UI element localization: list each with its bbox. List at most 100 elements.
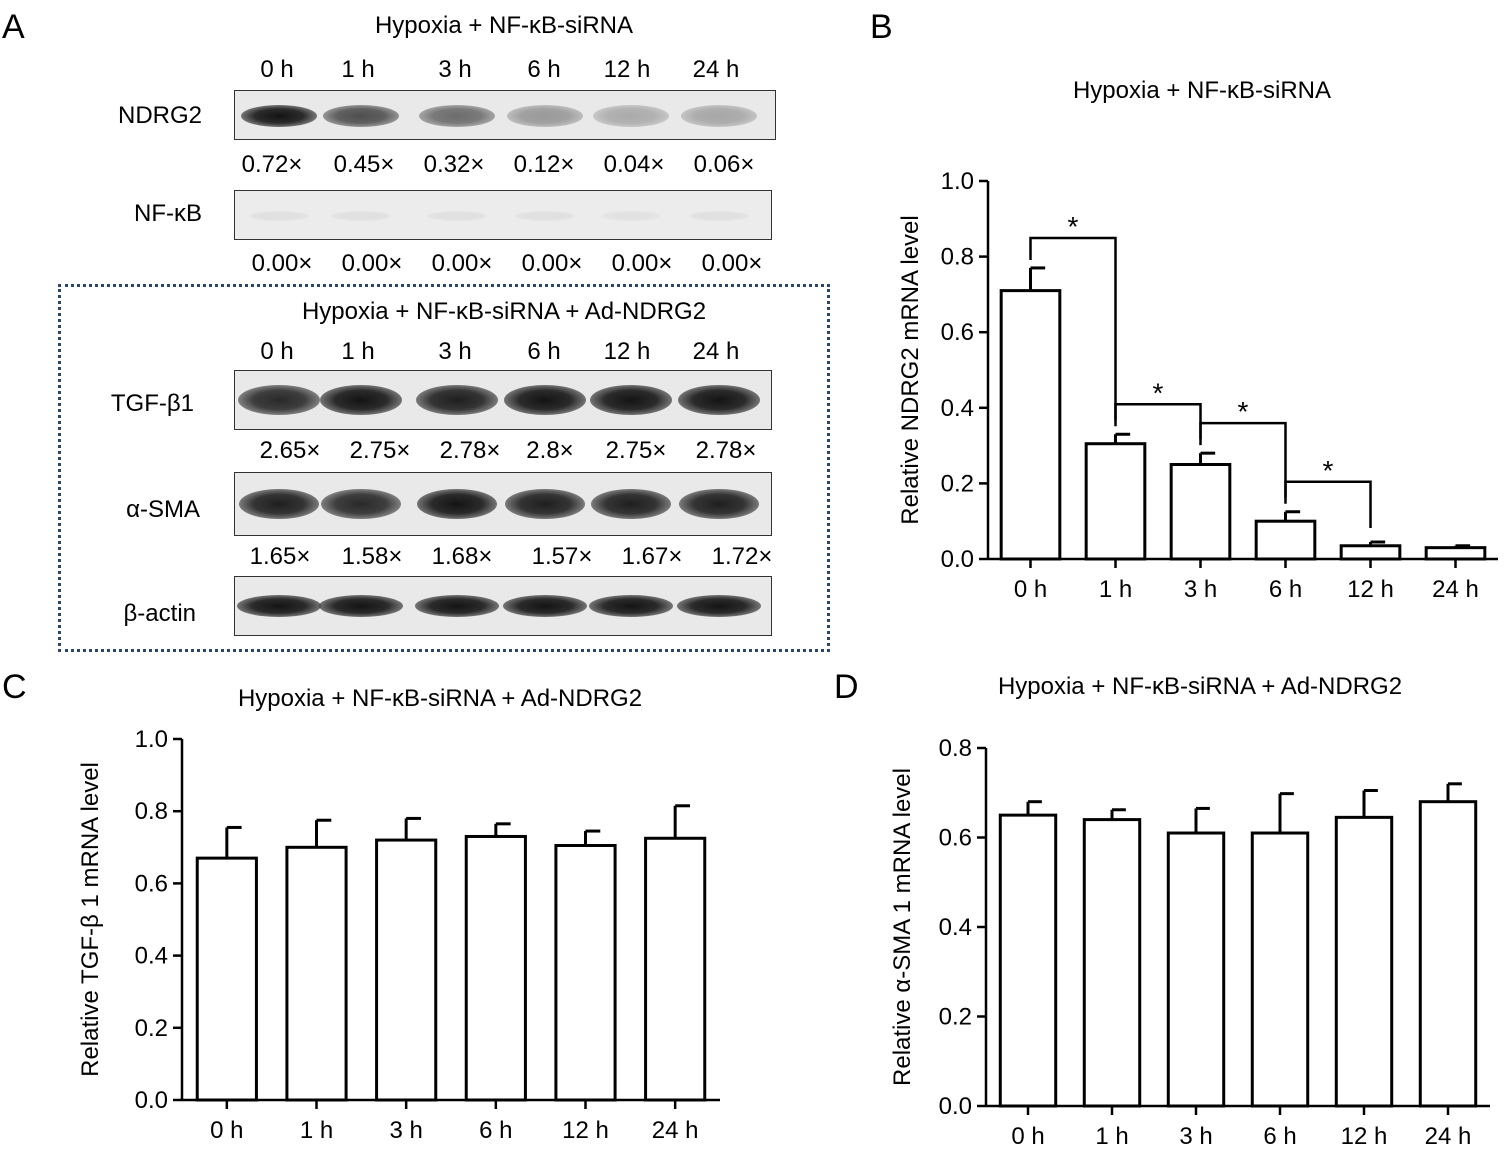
blot-band bbox=[323, 105, 399, 127]
significance-bracket bbox=[1199, 421, 1287, 498]
quant-tgfb1: 2.75× bbox=[349, 437, 411, 464]
y-tick-label: 0.4 bbox=[135, 943, 168, 970]
blot-top-lane-label: 12 h bbox=[603, 56, 651, 83]
y-axis-label: Relative TGF-β 1 mRNA level bbox=[77, 762, 104, 1077]
blot-band bbox=[681, 105, 757, 127]
bar bbox=[1418, 800, 1478, 1108]
ad-ndrg2-dotted-box bbox=[58, 284, 830, 652]
x-tick-label: 24 h bbox=[652, 1117, 699, 1144]
blot-band bbox=[503, 595, 587, 617]
blot-strip-tgfb1 bbox=[234, 370, 772, 430]
quant-asma: 1.57× bbox=[531, 543, 593, 570]
y-axis-label: Relative α-SMA 1 mRNA level bbox=[889, 768, 916, 1086]
blot-band bbox=[417, 489, 497, 519]
bar bbox=[998, 813, 1058, 1108]
blot-band bbox=[505, 489, 585, 519]
blot-band bbox=[319, 595, 403, 617]
significance-bracket bbox=[1029, 236, 1117, 421]
quant-ndrg2: 0.72× bbox=[241, 151, 303, 178]
bar bbox=[1339, 544, 1402, 561]
blot-top-lane-label: 3 h bbox=[438, 56, 472, 83]
x-tick-label: 24 h bbox=[1432, 576, 1479, 603]
x-tick-label: 24 h bbox=[1425, 1123, 1472, 1144]
x-tick-label: 6 h bbox=[479, 1117, 512, 1144]
x-tick-label: 6 h bbox=[1263, 1123, 1296, 1144]
blot-band bbox=[590, 385, 672, 415]
quant-asma: 1.68× bbox=[431, 543, 493, 570]
quant-nfkb: 0.00× bbox=[611, 250, 673, 277]
blot-top-lane-label: 0 h bbox=[260, 56, 294, 83]
chart-c-container: Hypoxia + NF-κB-siRNA + Ad-NDRG2 0.0 0.2 0.… bbox=[60, 680, 780, 1144]
blot-bottom-lane-label: 3 h bbox=[438, 338, 472, 365]
x-tick-label: 12 h bbox=[1341, 1123, 1388, 1144]
blot-top-lane-label: 6 h bbox=[527, 56, 561, 83]
quant-nfkb: 0.00× bbox=[701, 250, 763, 277]
quant-tgfb1: 2.78× bbox=[439, 437, 501, 464]
significance-star: * bbox=[1068, 211, 1079, 242]
y-tick-label: 0.2 bbox=[135, 1015, 168, 1042]
quant-tgfb1: 2.78× bbox=[695, 437, 757, 464]
x-tick-label: 6 h bbox=[1269, 576, 1302, 603]
significance-star: * bbox=[1238, 396, 1249, 427]
quant-nfkb: 0.00× bbox=[521, 250, 583, 277]
significance-bracket bbox=[1114, 403, 1202, 440]
y-tick-label: 0.2 bbox=[941, 470, 974, 497]
quant-asma: 1.65× bbox=[249, 543, 311, 570]
x-tick-label: 1 h bbox=[1099, 576, 1132, 603]
x-tick-label: 12 h bbox=[1347, 576, 1394, 603]
bar bbox=[464, 834, 527, 1102]
quant-asma: 1.72× bbox=[711, 543, 773, 570]
quant-tgfb1: 2.8× bbox=[526, 437, 574, 464]
blot-band bbox=[689, 211, 749, 221]
panel-letter-a: A bbox=[2, 8, 25, 46]
panel-letter-b: B bbox=[870, 8, 893, 46]
x-tick-label: 0 h bbox=[210, 1117, 243, 1144]
y-tick-label: 0.4 bbox=[941, 395, 974, 422]
y-tick-label: 0.6 bbox=[939, 825, 972, 852]
x-tick-label: 1 h bbox=[1095, 1123, 1128, 1144]
bar bbox=[1424, 546, 1487, 561]
panel-letter-d: D bbox=[834, 668, 859, 706]
significance-star: * bbox=[1323, 455, 1334, 486]
quant-ndrg2: 0.06× bbox=[693, 151, 755, 178]
y-tick-label: 0.6 bbox=[941, 319, 974, 346]
y-tick-label: 0.2 bbox=[939, 1004, 972, 1031]
y-tick-label: 1.0 bbox=[135, 726, 168, 753]
y-tick-label: 0.6 bbox=[135, 870, 168, 897]
y-tick-label: 1.0 bbox=[941, 168, 974, 195]
blot-band bbox=[239, 489, 319, 519]
quant-ndrg2: 0.04× bbox=[603, 151, 665, 178]
panel-letter-c: C bbox=[2, 668, 27, 706]
blot-band bbox=[249, 211, 309, 221]
quant-tgfb1: 2.65× bbox=[259, 437, 321, 464]
chart-c-svg: Hypoxia + NF-κB-siRNA + Ad-NDRG2 0.0 0.2 0.… bbox=[77, 685, 720, 1144]
blot-band bbox=[238, 385, 320, 415]
y-tick-label: 0.8 bbox=[939, 735, 972, 762]
blot-band bbox=[415, 595, 499, 617]
blot-bottom-lane-label: 12 h bbox=[603, 338, 651, 365]
bar bbox=[999, 289, 1062, 561]
x-tick-label: 0 h bbox=[1011, 1123, 1044, 1144]
blot-band bbox=[419, 105, 495, 127]
blot-strip-asma bbox=[234, 472, 772, 536]
blot-band bbox=[320, 385, 402, 415]
y-tick-label: 0.0 bbox=[941, 546, 974, 573]
blot-top-lane-label: 1 h bbox=[341, 56, 375, 83]
blot-row-label-ndrg2: NDRG2 bbox=[117, 102, 202, 129]
y-tick-label: 0.4 bbox=[939, 914, 972, 941]
bar bbox=[1166, 831, 1226, 1108]
chart-title: Hypoxia + NF-κB-siRNA + Ad-NDRG2 bbox=[238, 685, 642, 712]
blot-bottom-lane-label: 6 h bbox=[527, 338, 561, 365]
blot-bottom-title: Hypoxia + NF-κB-siRNA + Ad-NDRG2 bbox=[301, 298, 707, 325]
blot-band bbox=[591, 489, 671, 519]
bar bbox=[1254, 519, 1317, 561]
blot-band bbox=[515, 211, 575, 221]
blot-band bbox=[237, 595, 321, 617]
blot-band bbox=[677, 595, 761, 617]
y-tick-label: 0.0 bbox=[135, 1087, 168, 1114]
blot-top-lane-label: 24 h bbox=[692, 56, 740, 83]
quant-nfkb: 0.00× bbox=[431, 250, 493, 277]
y-tick-label: 0.8 bbox=[135, 798, 168, 825]
bar bbox=[554, 843, 617, 1102]
bar bbox=[1334, 815, 1394, 1108]
